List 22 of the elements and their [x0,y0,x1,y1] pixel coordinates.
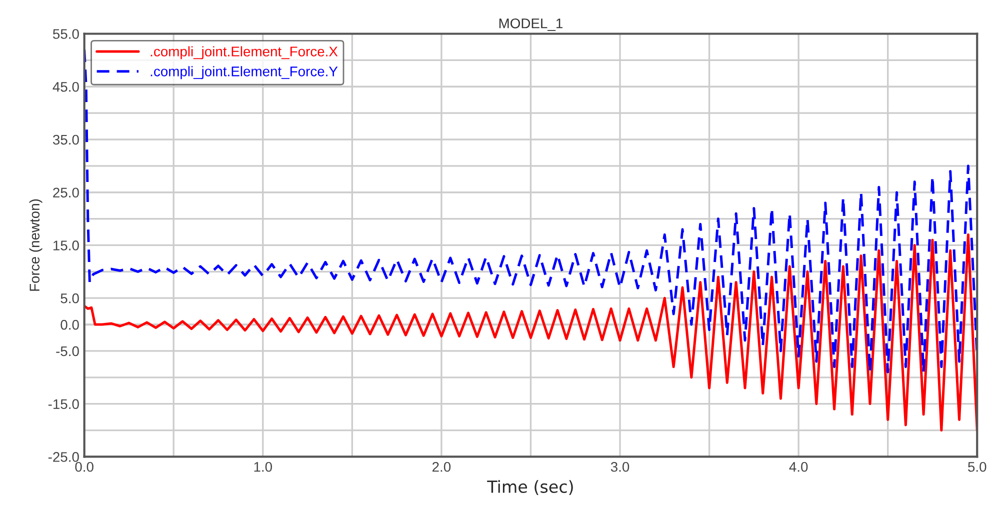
y-tick-label: 35.0 [52,134,79,145]
x-tick-label: 2.0 [432,462,451,472]
y-tick-label: 55.0 [52,29,79,39]
legend-label: .compli_joint.Element_Force.X [150,46,338,60]
line-series [84,233,978,432]
y-tick-label: 5.0 [60,293,79,304]
x-tick-label: 3.0 [610,462,630,472]
y-tick-label: 15.0 [53,240,79,250]
x-tick-label: 0.0 [75,462,94,472]
y-tick-label: -25.0 [48,452,79,462]
y-tick-label: 25.0 [53,188,79,198]
chart-title: MODEL_1 [499,18,562,31]
y-tick-label: 45.0 [52,82,79,92]
y-axis-title: Force (newton) [29,199,42,291]
y-tick-label: -5.0 [56,346,79,356]
x-tick-label: 1.0 [254,462,272,472]
x-axis-title: Time (sec) [487,480,573,495]
x-tick-label: 5.0 [968,462,986,472]
legend-label: .compli_joint.Element_Force.Y [150,66,338,80]
x-tick-label: 4.0 [789,462,808,472]
y-tick-label: 0.0 [60,320,79,330]
y-tick-label: -15.0 [48,399,79,410]
